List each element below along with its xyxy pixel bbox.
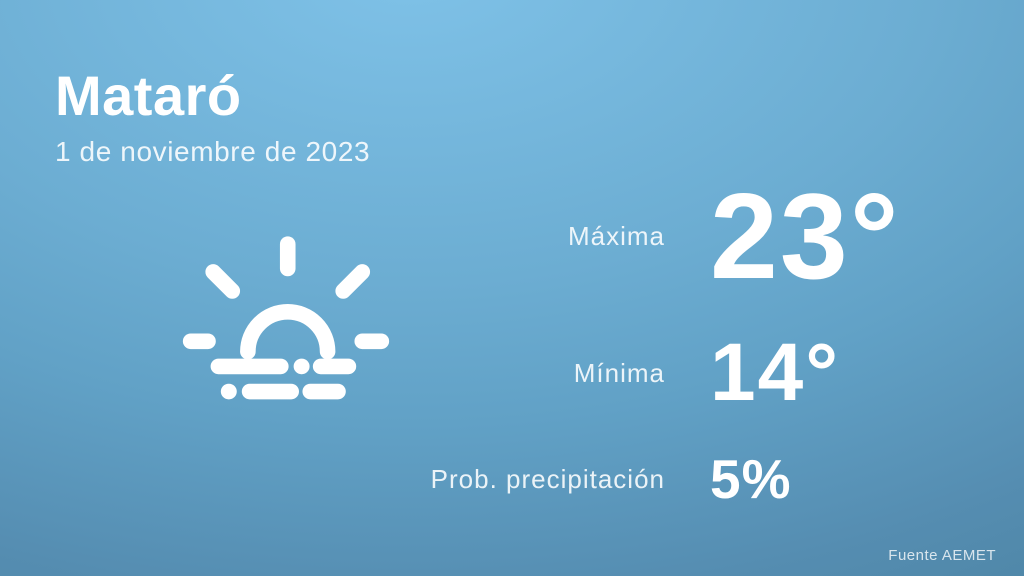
max-temp-value: 23° [710,168,901,304]
min-temp-label: Mínima [573,357,665,388]
header: Mataró 1 de noviembre de 2023 [55,68,370,168]
stat-row-precipitation: Prob. precipitación 5% [400,447,984,510]
stat-row-max: Máxima 23° [400,168,984,304]
page-title: Mataró [55,64,242,127]
min-temp-value: 14° [710,327,841,418]
stat-row-min: Mínima 14° [400,332,984,414]
precipitation-label: Prob. precipitación [430,463,665,494]
sun-haze-icon [182,230,390,404]
precipitation-value: 5% [710,447,792,510]
data-source-credit: Fuente AEMET [888,547,996,564]
date-subtitle: 1 de noviembre de 2023 [55,136,371,167]
max-temp-label: Máxima [567,220,665,251]
